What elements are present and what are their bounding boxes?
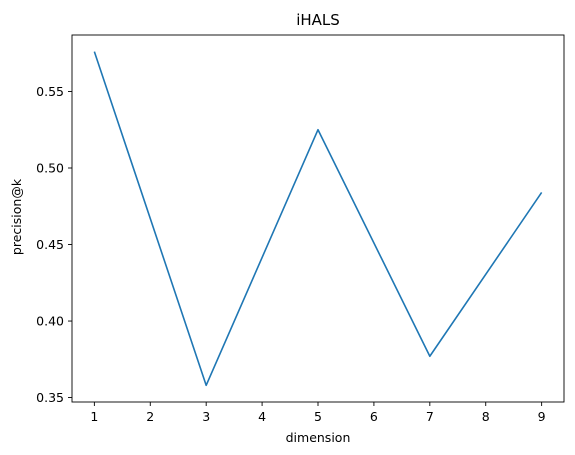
x-axis-label: dimension [286, 430, 351, 445]
y-tick-label: 0.55 [36, 84, 64, 99]
plot-area: 1 2 3 4 5 6 7 8 9 0.35 0.40 0.45 0.50 0.55 [36, 34, 565, 424]
x-tick-label: 7 [426, 409, 434, 424]
x-tick-label: 1 [90, 409, 98, 424]
chart-title: iHALS [296, 11, 340, 29]
x-tick-label: 4 [258, 409, 266, 424]
x-tick-label: 8 [482, 409, 490, 424]
axes-frame [71, 34, 565, 403]
x-tick-label: 9 [538, 409, 546, 424]
x-tick-label: 2 [146, 409, 154, 424]
y-axis-label: precision@k [9, 178, 24, 255]
x-tick-label: 5 [314, 409, 322, 424]
series-line-0 [93, 51, 543, 387]
y-tick-label: 0.50 [36, 160, 64, 175]
y-tick-label: 0.45 [36, 237, 64, 252]
x-tick-label: 3 [202, 409, 210, 424]
x-tick-label: 6 [370, 409, 378, 424]
y-tick-label: 0.35 [36, 390, 64, 405]
y-tick-label: 0.40 [36, 314, 64, 329]
